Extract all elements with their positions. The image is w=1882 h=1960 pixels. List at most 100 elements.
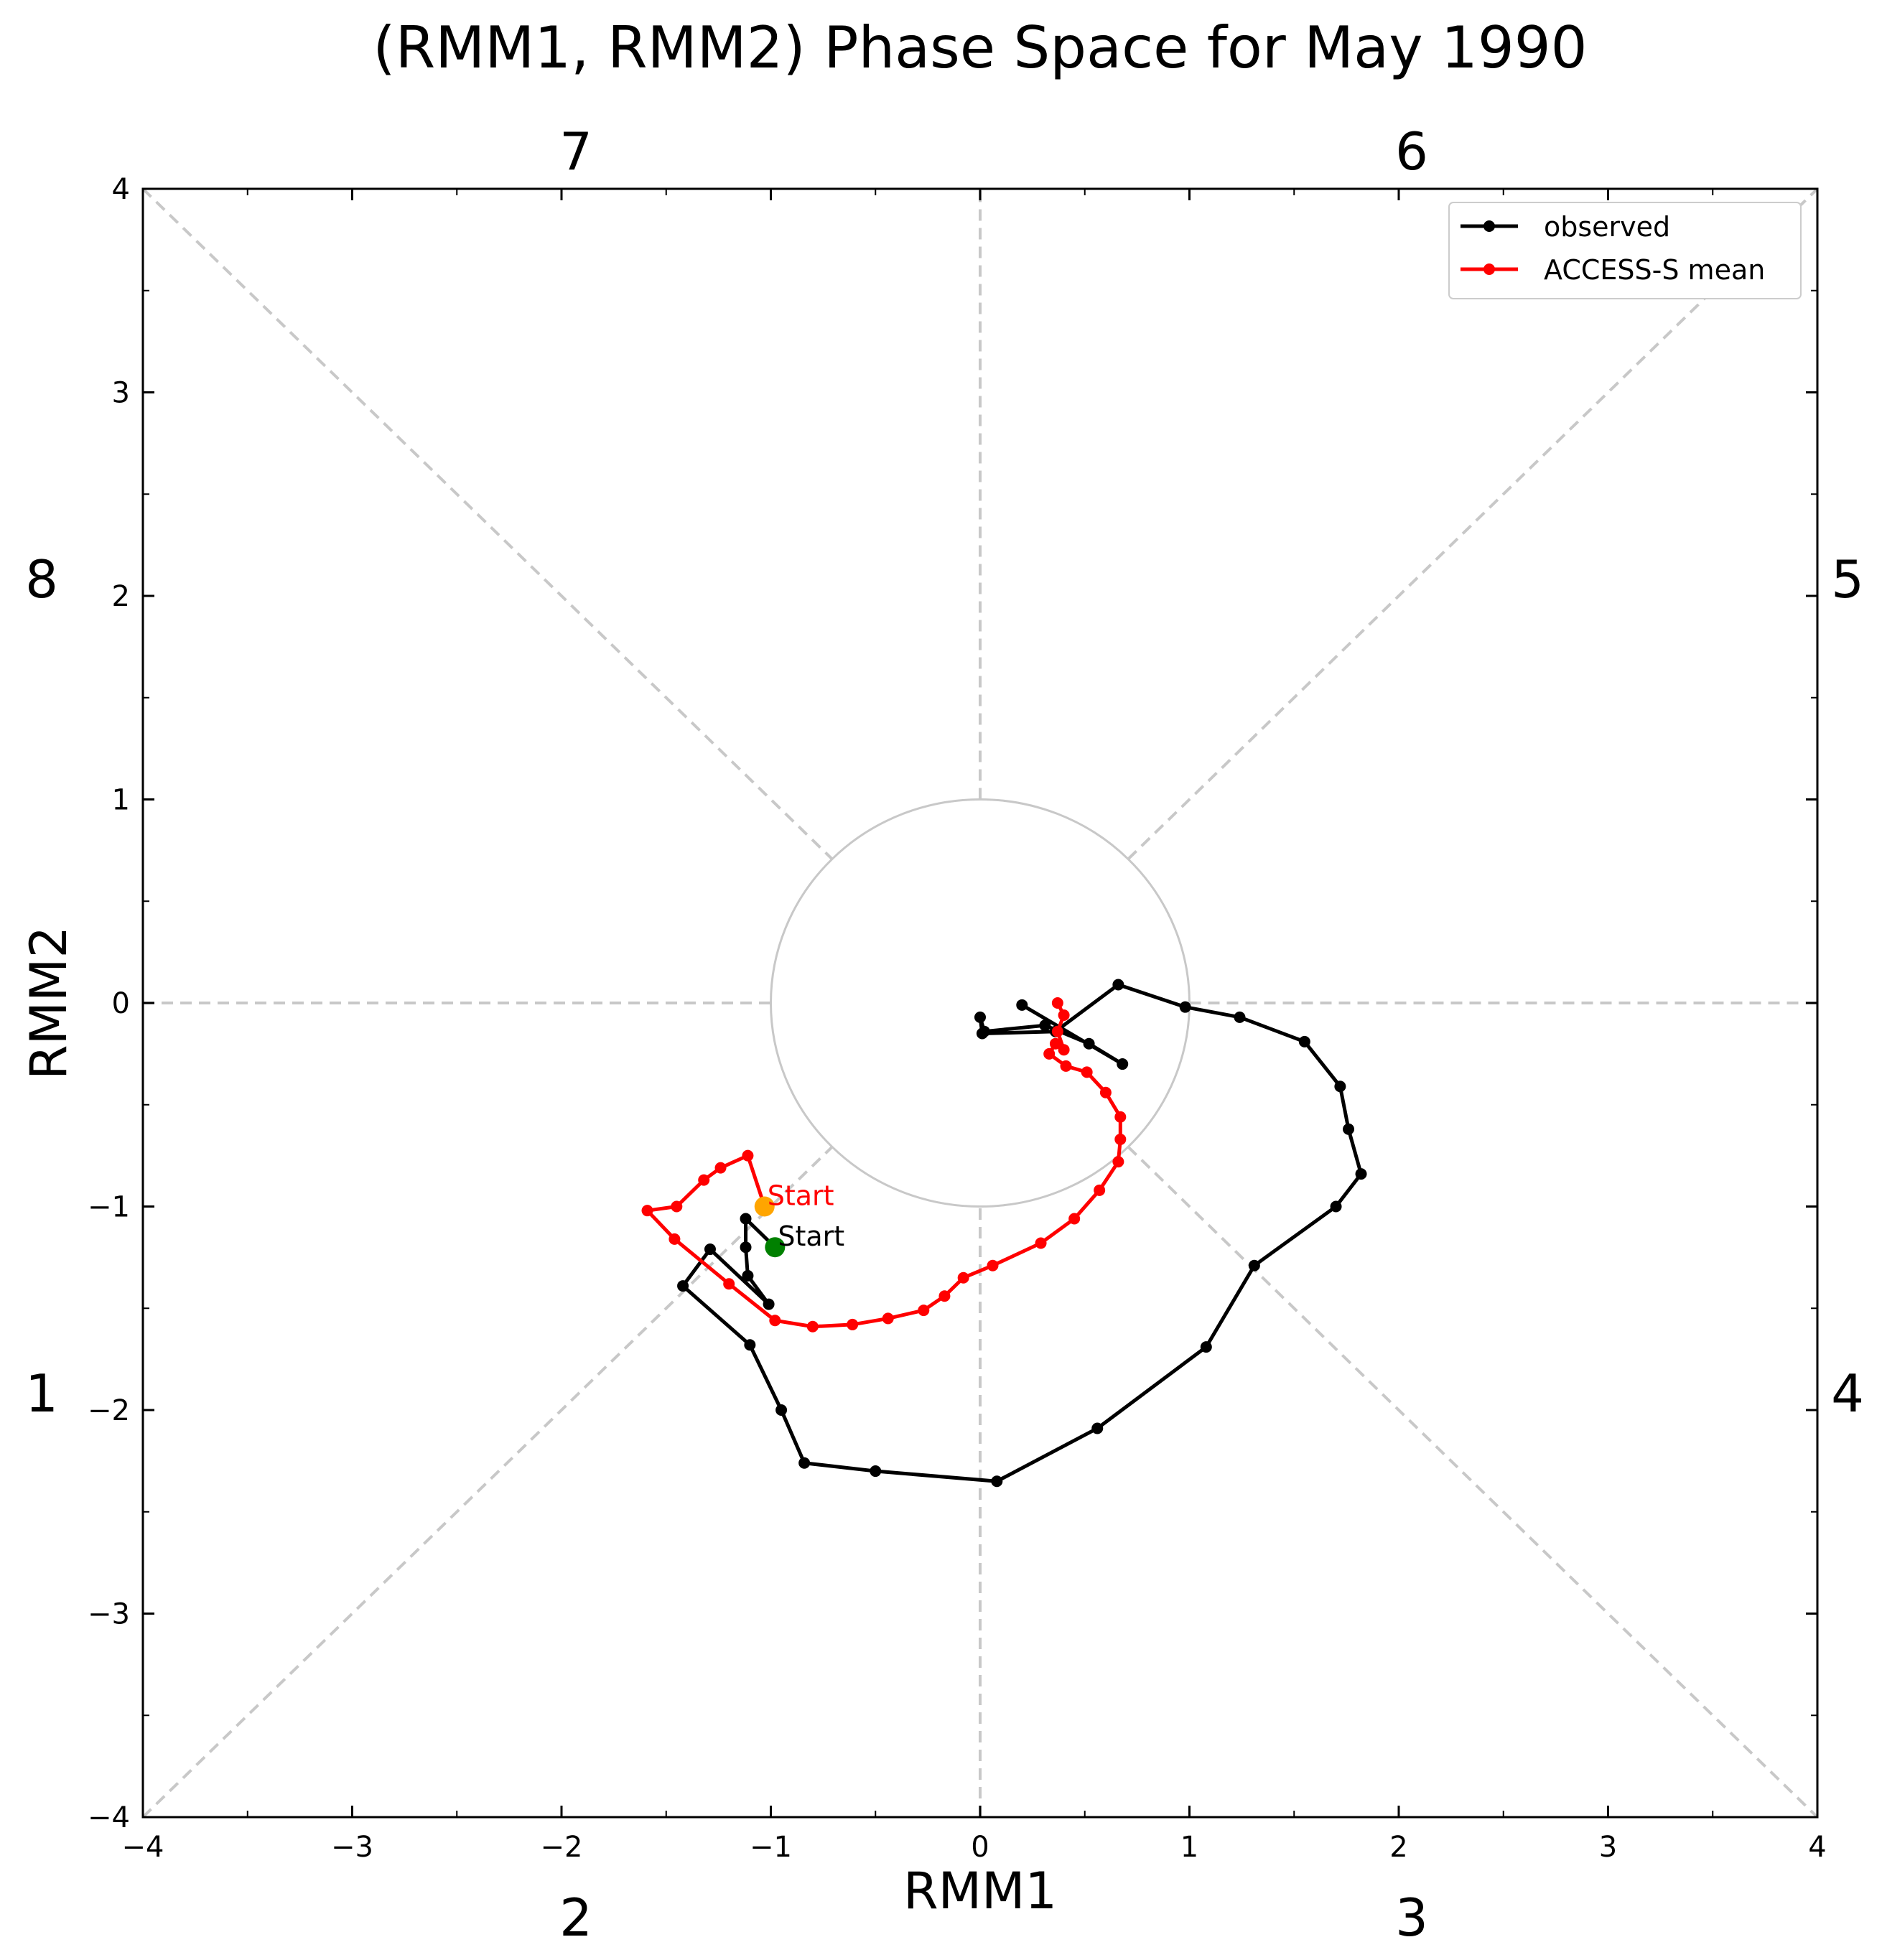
data-point-access-s-mean (769, 1315, 781, 1327)
legend-forecast-label: ACCESS-S mean (1544, 254, 1765, 286)
data-point-observed (1234, 1011, 1246, 1023)
legend-observed-label: observed (1544, 211, 1670, 243)
data-point-access-s-mean (1058, 1044, 1070, 1056)
phase-label-5: 5 (1831, 549, 1864, 610)
y-axis-label: RMM2 (19, 926, 78, 1080)
data-point-access-s-mean (1051, 997, 1063, 1009)
y-tick-label: −4 (88, 1801, 130, 1834)
phase-label-1: 1 (25, 1363, 58, 1424)
data-point-observed (740, 1241, 752, 1254)
x-tick-label: 1 (1180, 1831, 1198, 1864)
unit-circle (770, 798, 1191, 1208)
data-point-access-s-mean (1058, 1009, 1070, 1022)
data-point-access-s-mean (641, 1205, 653, 1217)
data-point-observed (978, 1025, 990, 1037)
data-point-access-s-mean (698, 1174, 710, 1186)
data-point-observed (1091, 1422, 1104, 1434)
data-point-access-s-mean (882, 1312, 894, 1325)
data-point-observed (1298, 1035, 1310, 1047)
data-point-access-s-mean (1114, 1133, 1127, 1145)
phase-label-4: 4 (1831, 1363, 1864, 1424)
data-point-access-s-mean (1094, 1184, 1106, 1196)
data-point-observed (1112, 979, 1124, 991)
data-point-access-s-mean (1035, 1237, 1047, 1249)
data-point-observed (870, 1465, 882, 1478)
start-marker-observed (765, 1237, 786, 1258)
phase-divider-line (141, 1146, 834, 1819)
data-point-observed (740, 1213, 752, 1225)
data-point-observed (1334, 1081, 1346, 1093)
data-point-observed (1355, 1168, 1367, 1180)
x-tick-label: 2 (1389, 1831, 1407, 1864)
phase-divider-line (1127, 1146, 1819, 1819)
data-point-access-s-mean (806, 1320, 819, 1333)
phase-divider-line (1127, 187, 1819, 860)
series-layer: Start Start (641, 979, 1367, 1488)
start-label-access-s-mean: Start (768, 1180, 834, 1212)
data-point-access-s-mean (1060, 1060, 1072, 1072)
phase-guides (141, 187, 1819, 1819)
data-point-access-s-mean (671, 1200, 683, 1213)
phase-label-3: 3 (1395, 1887, 1428, 1948)
data-point-observed (974, 1011, 986, 1023)
data-point-observed (744, 1339, 756, 1351)
chart-title: (RMM1, RMM2) Phase Space for May 1990 (373, 14, 1587, 81)
start-marker-access-s-mean (754, 1196, 775, 1217)
x-tick-label: −4 (122, 1831, 164, 1864)
data-point-access-s-mean (1081, 1066, 1093, 1078)
plot-frame (141, 187, 1819, 1819)
legend-observed-marker (1483, 220, 1495, 232)
x-tick-label: −1 (750, 1831, 792, 1864)
phase-label-7: 7 (559, 121, 592, 182)
data-point-access-s-mean (938, 1290, 951, 1302)
y-tick-label: −3 (88, 1598, 130, 1631)
data-point-access-s-mean (669, 1233, 681, 1245)
legend-forecast-marker (1483, 263, 1495, 275)
data-point-observed (1330, 1200, 1342, 1213)
data-point-access-s-mean (987, 1259, 999, 1271)
data-point-observed (763, 1298, 775, 1310)
data-point-access-s-mean (918, 1305, 930, 1317)
phase-label-8: 8 (25, 549, 58, 610)
series-access-s-mean (641, 997, 1127, 1333)
y-tick-label: 4 (112, 173, 130, 206)
data-point-access-s-mean (1051, 1025, 1063, 1037)
data-point-observed (1200, 1341, 1212, 1353)
data-point-observed (677, 1280, 689, 1292)
data-point-observed (991, 1475, 1003, 1488)
phase-divider-line (141, 187, 834, 860)
x-tick-label: 0 (971, 1831, 989, 1864)
y-tick-label: 3 (112, 377, 130, 410)
data-point-access-s-mean (714, 1162, 727, 1174)
axis-ticks: −4 −3 −2 −1 0 1 2 3 4 −4 −3 −2 −1 0 1 2 3 4 (88, 173, 1827, 1864)
data-point-access-s-mean (1099, 1086, 1112, 1098)
data-point-observed (1343, 1123, 1355, 1135)
y-tick-label: 1 (112, 784, 130, 817)
y-tick-label: −2 (88, 1394, 130, 1427)
data-point-access-s-mean (742, 1149, 754, 1162)
data-point-access-s-mean (1043, 1047, 1056, 1060)
x-tick-label: 3 (1599, 1831, 1617, 1864)
data-point-observed (775, 1404, 788, 1416)
data-point-observed (704, 1243, 716, 1256)
data-point-access-s-mean (1112, 1156, 1124, 1168)
data-point-access-s-mean (1114, 1111, 1127, 1123)
data-point-observed (1248, 1259, 1260, 1271)
legend-box (1448, 202, 1802, 299)
data-point-observed (742, 1269, 754, 1282)
data-point-observed (798, 1457, 811, 1469)
data-point-observed (1117, 1058, 1129, 1070)
data-point-access-s-mean (723, 1278, 735, 1290)
y-tick-label: 0 (112, 987, 130, 1020)
x-tick-label: −2 (541, 1831, 583, 1864)
data-point-access-s-mean (1068, 1213, 1081, 1225)
y-tick-label: 2 (112, 580, 130, 613)
data-point-observed (1016, 999, 1028, 1011)
legend: observed ACCESS-S mean (1448, 202, 1802, 299)
phase-label-6: 6 (1395, 121, 1428, 182)
start-label-observed: Start (778, 1221, 844, 1252)
data-point-access-s-mean (847, 1318, 859, 1330)
data-point-access-s-mean (1049, 1037, 1061, 1050)
data-point-access-s-mean (957, 1271, 969, 1284)
